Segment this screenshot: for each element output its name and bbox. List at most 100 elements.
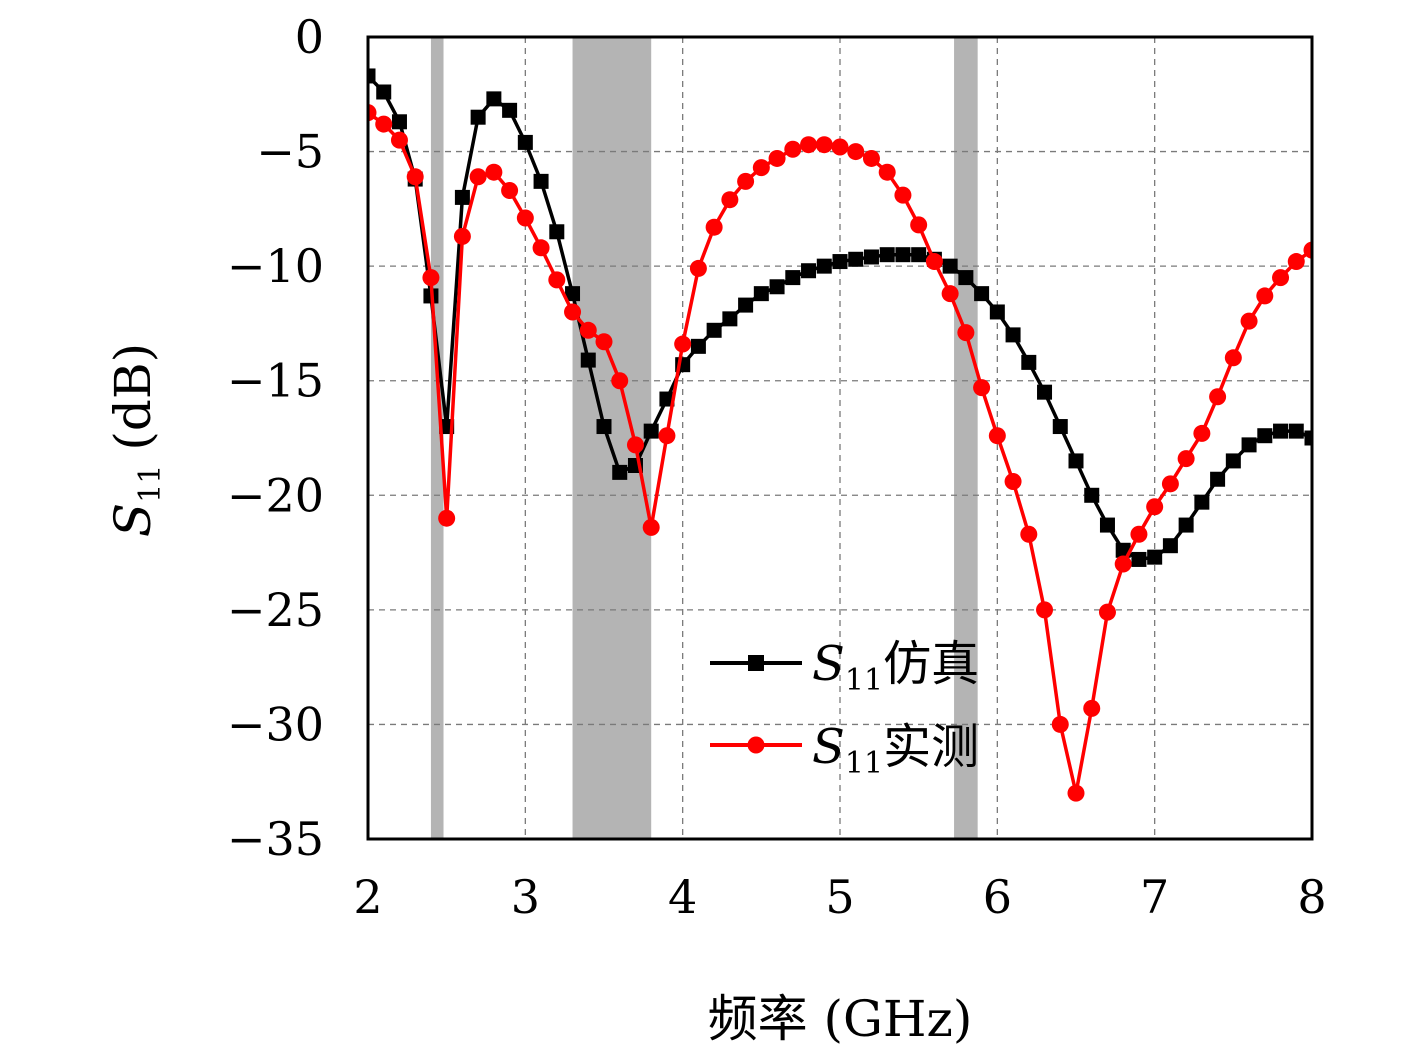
legend-label-simulated-main: S	[812, 636, 845, 692]
data-point	[957, 324, 975, 342]
data-point	[1224, 349, 1242, 367]
data-point	[1036, 601, 1054, 619]
data-point	[863, 249, 879, 265]
data-point	[832, 254, 848, 270]
data-point	[390, 131, 408, 149]
data-point	[800, 136, 818, 154]
data-point	[626, 436, 644, 454]
data-point	[848, 251, 864, 267]
data-point	[1177, 450, 1195, 468]
legend-label-measured-sub: 11	[845, 746, 883, 781]
grid-lines	[368, 37, 1312, 839]
data-point	[580, 352, 596, 368]
data-point	[1240, 312, 1258, 330]
data-point	[486, 91, 502, 107]
data-point	[988, 427, 1006, 445]
data-point	[847, 143, 865, 161]
data-point	[611, 372, 629, 390]
data-point	[596, 419, 612, 435]
data-point	[376, 84, 392, 100]
data-point	[1067, 784, 1085, 802]
data-point	[1037, 384, 1053, 400]
data-point	[642, 518, 660, 536]
data-point	[895, 247, 911, 263]
data-point	[485, 163, 503, 181]
data-point	[689, 259, 707, 277]
y-tick-label: −10	[227, 239, 324, 293]
data-point	[1020, 525, 1038, 543]
data-point	[643, 423, 659, 439]
data-point	[564, 303, 582, 321]
data-point	[533, 173, 549, 189]
data-point	[752, 159, 770, 177]
data-point	[989, 304, 1005, 320]
legend-label-simulated: S11仿真	[812, 636, 979, 698]
data-point	[1303, 241, 1312, 259]
data-point	[453, 227, 471, 245]
x-tick-label: 4	[668, 870, 697, 924]
legend-label-measured-suffix: 实测	[883, 719, 979, 775]
data-point	[1209, 388, 1227, 406]
data-point	[548, 271, 566, 289]
data-point	[706, 322, 722, 338]
data-point	[1146, 498, 1164, 516]
y-tick-label: −25	[227, 583, 324, 637]
data-point	[438, 509, 456, 527]
series-measured	[368, 104, 1312, 802]
x-tick-label: 6	[983, 870, 1012, 924]
data-point	[502, 102, 518, 118]
data-point	[1005, 327, 1021, 343]
data-point	[1021, 354, 1037, 370]
legend-label-simulated-sub: 11	[845, 663, 883, 698]
data-point	[815, 136, 833, 154]
data-point	[612, 464, 628, 480]
y-tick-label: −30	[227, 697, 324, 751]
data-point	[532, 239, 550, 257]
legend-marker-measured	[747, 736, 765, 754]
data-point	[862, 149, 880, 167]
data-point	[674, 335, 692, 353]
data-point	[878, 163, 896, 181]
legend-entry-simulated: S11仿真	[710, 636, 979, 698]
data-point	[1257, 428, 1273, 444]
x-tick-label: 8	[1297, 870, 1326, 924]
data-point	[1256, 287, 1274, 305]
data-point	[469, 168, 487, 186]
data-point	[1162, 538, 1178, 554]
data-point	[1084, 487, 1100, 503]
legend-marker-simulated	[748, 655, 764, 671]
data-point	[1288, 423, 1304, 439]
x-axis-label: 频率 (GHz)	[708, 990, 973, 1048]
data-point	[1210, 471, 1226, 487]
data-point	[737, 172, 755, 190]
data-point	[368, 104, 377, 122]
data-point	[738, 297, 754, 313]
y-tick-label: 0	[295, 10, 324, 64]
data-point	[1194, 494, 1210, 510]
y-axis-label-sub: 11	[133, 465, 168, 503]
data-point	[1178, 517, 1194, 533]
data-point	[911, 247, 927, 263]
data-point	[454, 189, 470, 205]
data-point	[894, 186, 912, 204]
data-point	[1161, 475, 1179, 493]
y-tick-label: −5	[256, 125, 324, 179]
plot-frame	[366, 35, 1314, 841]
data-point	[579, 321, 597, 339]
legend: S11仿真 S11实测	[710, 636, 979, 781]
data-point	[1068, 453, 1084, 469]
data-point	[1287, 253, 1305, 271]
data-point	[1273, 423, 1289, 439]
data-point	[974, 286, 990, 302]
data-point	[501, 182, 519, 200]
data-point	[516, 209, 534, 227]
y-tick-labels: 0 −5 −10 −15 −20 −25 −30 −35	[227, 10, 324, 866]
data-point	[565, 286, 581, 302]
data-point	[375, 115, 393, 133]
data-point	[690, 338, 706, 354]
x-tick-label: 7	[1140, 870, 1169, 924]
data-point	[517, 134, 533, 150]
y-axis-label-main: S	[104, 503, 162, 537]
data-point	[1304, 430, 1312, 446]
data-point	[1130, 525, 1148, 543]
